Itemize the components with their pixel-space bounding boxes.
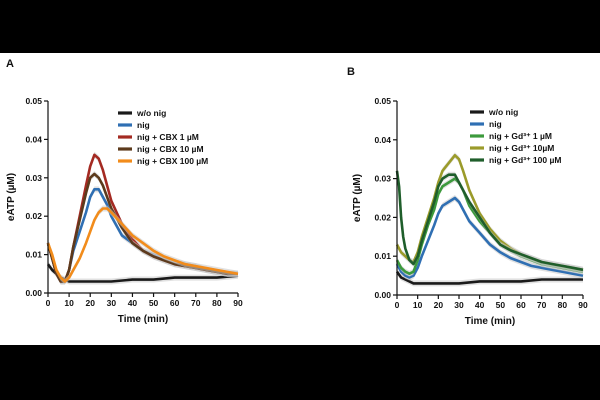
series-line-1 xyxy=(395,270,583,285)
legend-label-1: w/o nig xyxy=(488,107,518,117)
y-tick-label: 0.05 xyxy=(25,96,42,106)
chart-panel-B: B 0.00 0.01 0.02 0.03 0.04 0.05 0 10 20 30 40 50 60 70… xyxy=(347,66,588,327)
series-line-4 xyxy=(395,154,584,272)
x-axis-title: Time (min) xyxy=(465,316,515,327)
x-tick-label: 80 xyxy=(212,298,222,308)
x-tick-label: 0 xyxy=(46,298,51,308)
x-tick-label: 60 xyxy=(170,298,180,308)
x-tick-label: 50 xyxy=(496,300,506,310)
y-tick-label: 0.02 xyxy=(25,211,42,221)
legend-label-4: nig + Gd³⁺ 10µM xyxy=(489,143,554,153)
series-line-5 xyxy=(395,170,584,272)
x-tick-label: 10 xyxy=(64,298,74,308)
y-tick-label: 0.03 xyxy=(25,173,42,183)
legend-label-2: nig xyxy=(489,119,502,129)
x-tick-label: 40 xyxy=(475,300,485,310)
figure: A 0.00 0.01 0.02 0.03 0.04 0.05 0 10 20 30 40 50 60 70… xyxy=(0,53,600,345)
legend-label-1: w/o nig xyxy=(136,108,166,118)
series-line-2 xyxy=(395,196,584,279)
x-tick-label: 30 xyxy=(454,300,464,310)
legend-label-2: nig xyxy=(137,120,150,130)
legend-label-5: nig + CBX 100 µM xyxy=(137,156,208,166)
series-group xyxy=(395,152,584,287)
x-tick-label: 80 xyxy=(558,300,568,310)
x-axis-title: Time (min) xyxy=(118,314,168,325)
axes xyxy=(44,100,239,297)
x-tick-label: 70 xyxy=(537,300,547,310)
chart-panel-A: A 0.00 0.01 0.02 0.03 0.04 0.05 0 10 20 30 40 50 60 70… xyxy=(6,58,243,325)
axes xyxy=(393,100,584,299)
y-tick-label: 0.02 xyxy=(374,212,391,222)
x-tick-label: 90 xyxy=(578,300,588,310)
legend: w/o nig nig nig + Gd³⁺ 1 µM nig + Gd³⁺ 10µM… xyxy=(470,107,561,165)
legend-label-4: nig + CBX 10 µM xyxy=(137,144,204,154)
legend-label-3: nig + Gd³⁺ 1 µM xyxy=(489,131,552,141)
y-tick-label: 0.03 xyxy=(374,174,391,184)
panel-letter: B xyxy=(347,66,355,78)
y-tick-label: 0.00 xyxy=(25,288,42,298)
x-tick-label: 50 xyxy=(149,298,159,308)
x-tick-label: 20 xyxy=(85,298,95,308)
x-tick-label: 0 xyxy=(395,300,400,310)
series-line-5 xyxy=(46,207,239,283)
error-band-4 xyxy=(397,152,583,273)
error-band-5 xyxy=(397,167,583,273)
x-tick-label: 60 xyxy=(516,300,526,310)
y-tick-label: 0.04 xyxy=(25,134,42,144)
x-tick-label: 30 xyxy=(107,298,117,308)
legend-label-3: nig + CBX 1 µM xyxy=(137,132,199,142)
x-tick-label: 90 xyxy=(233,298,243,308)
y-tick-label: 0.05 xyxy=(374,96,391,106)
x-tick-label: 70 xyxy=(191,298,201,308)
figure-svg: A 0.00 0.01 0.02 0.03 0.04 0.05 0 10 20 30 40 50 60 70… xyxy=(6,58,588,327)
x-tick-label: 40 xyxy=(128,298,138,308)
x-tick-label: 10 xyxy=(413,300,423,310)
y-tick-label: 0.01 xyxy=(374,251,391,261)
y-tick-label: 0.01 xyxy=(25,250,42,260)
legend: w/o nig nig nig + CBX 1 µM nig + CBX 10 µM n… xyxy=(118,108,208,166)
y-tick-label: 0.00 xyxy=(374,290,391,300)
x-tick-label: 20 xyxy=(434,300,444,310)
y-axis-title: eATP (µM) xyxy=(6,173,17,221)
error-band-1 xyxy=(397,268,583,287)
y-axis-title: eATP (µM) xyxy=(352,174,363,222)
series-group xyxy=(46,151,239,285)
panel-letter: A xyxy=(6,58,14,70)
y-tick-label: 0.04 xyxy=(374,135,391,145)
legend-label-5: nig + Gd³⁺ 100 µM xyxy=(489,155,561,165)
